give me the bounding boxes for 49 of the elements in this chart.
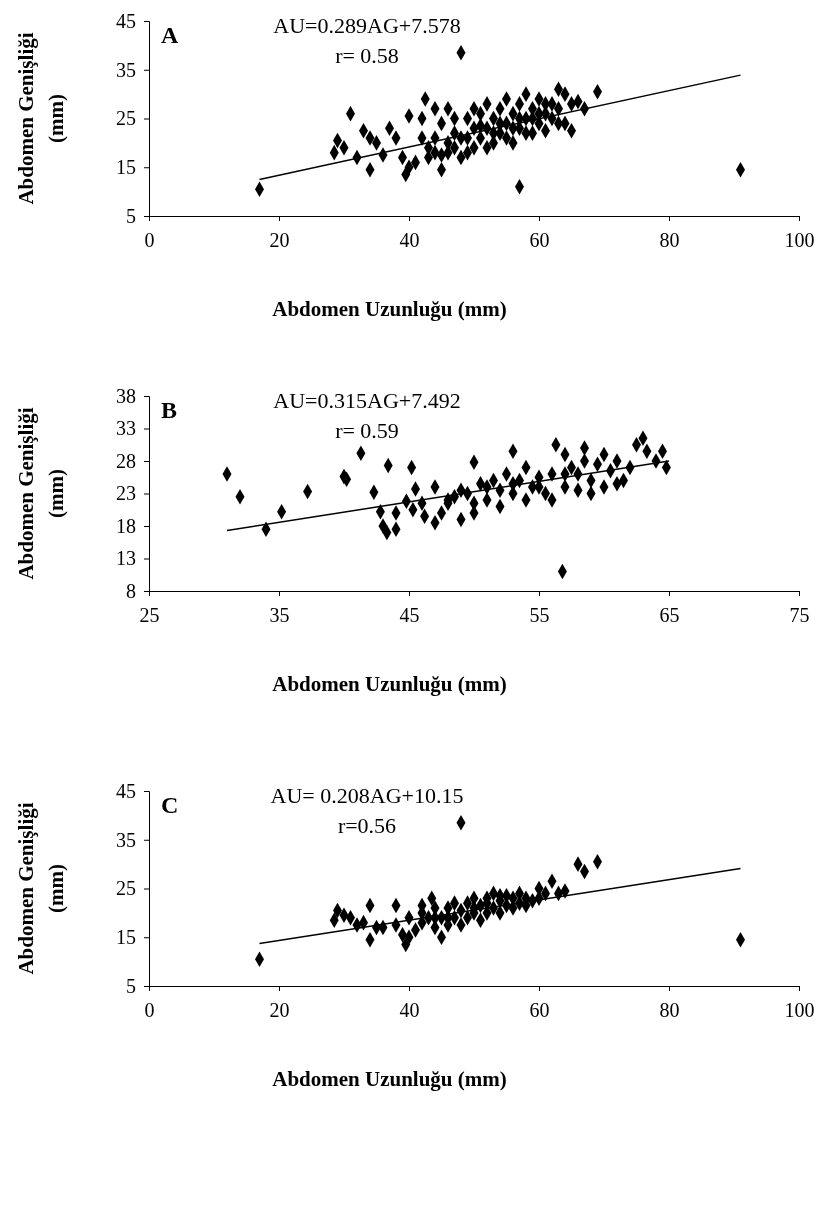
x-tick-label: 80 <box>659 229 680 252</box>
annotation: r= 0.58 <box>335 43 399 68</box>
y-tick-label: 33 <box>116 417 136 440</box>
annotation: r=0.56 <box>337 813 397 838</box>
x-tick-label: 20 <box>269 999 290 1022</box>
x-tick-label: 100 <box>784 229 815 252</box>
y-tick-label: 38 <box>116 384 136 407</box>
y-axis-title: Abdomen Genişliği (mm) <box>14 407 68 580</box>
y-tick-label: 23 <box>116 482 136 505</box>
x-tick-label: 0 <box>144 229 155 252</box>
y-tick-label: 15 <box>116 156 136 179</box>
y-tick-label: 25 <box>116 107 136 130</box>
x-tick-label: 40 <box>399 229 420 252</box>
y-tick-label: 35 <box>116 58 136 81</box>
x-tick-label: 45 <box>399 604 420 627</box>
annotation: AU=0.289AG+7.578 <box>273 13 461 38</box>
annotation: AU= 0.208AG+10.15 <box>270 783 464 808</box>
x-axis-title: Abdomen Uzunluğu (mm) <box>272 1067 507 1091</box>
x-tick-label: 40 <box>399 999 420 1022</box>
x-axis-title: Abdomen Uzunluğu (mm) <box>272 297 507 321</box>
y-tick-label: 28 <box>116 449 136 472</box>
y-tick-label: 8 <box>126 579 136 602</box>
annotation: r= 0.59 <box>335 418 399 443</box>
x-tick-label: 100 <box>784 999 815 1022</box>
x-tick-label: 80 <box>659 999 680 1022</box>
x-tick-label: 0 <box>144 999 155 1022</box>
chart-title: A <box>161 22 179 48</box>
y-axis-title: Abdomen Genişliği (mm) <box>14 802 68 975</box>
y-tick-label: 5 <box>126 974 136 997</box>
chart-title: C <box>161 792 179 818</box>
y-tick-label: 45 <box>116 779 136 802</box>
x-tick-label: 55 <box>529 604 550 627</box>
y-tick-label: 25 <box>116 877 136 900</box>
y-tick-label: 5 <box>126 204 136 227</box>
annotation: AU=0.315AG+7.492 <box>273 388 461 413</box>
x-tick-label: 35 <box>269 604 290 627</box>
y-axis-title: Abdomen Genişliği (mm) <box>14 32 68 205</box>
y-tick-label: 18 <box>116 514 136 537</box>
x-tick-label: 75 <box>789 604 810 627</box>
chart-title: B <box>161 397 178 423</box>
y-tick-label: 45 <box>116 9 136 32</box>
x-tick-label: 60 <box>529 999 550 1022</box>
x-tick-label: 20 <box>269 229 290 252</box>
y-tick-label: 13 <box>116 547 136 570</box>
x-tick-label: 60 <box>529 229 550 252</box>
x-tick-label: 65 <box>659 604 680 627</box>
y-tick-label: 35 <box>116 828 136 851</box>
y-tick-label: 15 <box>116 926 136 949</box>
x-axis-title: Abdomen Uzunluğu (mm) <box>272 672 507 696</box>
